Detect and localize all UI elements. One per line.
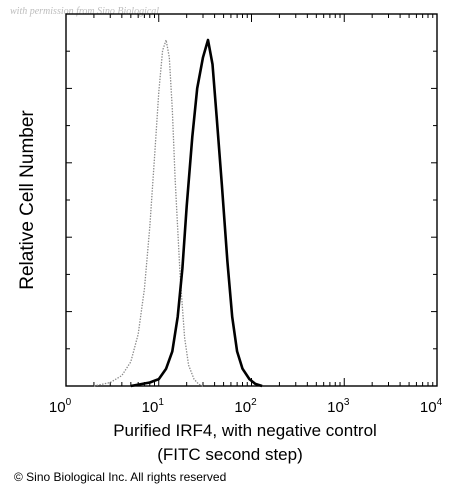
plot-frame: [65, 13, 438, 387]
x-axis-label-line1: Purified IRF4, with negative control: [113, 421, 377, 440]
x-tick-label: 102: [234, 397, 257, 416]
series-negative-control: [93, 37, 204, 387]
series-sample-irf4: [130, 38, 263, 388]
axis-ticks: [65, 14, 438, 386]
y-axis-label: Relative Cell Number: [17, 110, 38, 290]
copyright-notice: © Sino Biological Inc. All rights reserv…: [14, 470, 226, 484]
x-tick-labels: 100 101 102 103 104: [49, 397, 443, 416]
x-tick-label: 104: [420, 397, 443, 416]
x-tick-label: 100: [49, 397, 72, 416]
x-tick-label: 101: [142, 397, 165, 416]
x-tick-label: 103: [327, 397, 350, 416]
watermark: with permission from Sino Biological: [10, 6, 159, 17]
x-axis-label-line2: (FITC second step): [157, 445, 303, 464]
